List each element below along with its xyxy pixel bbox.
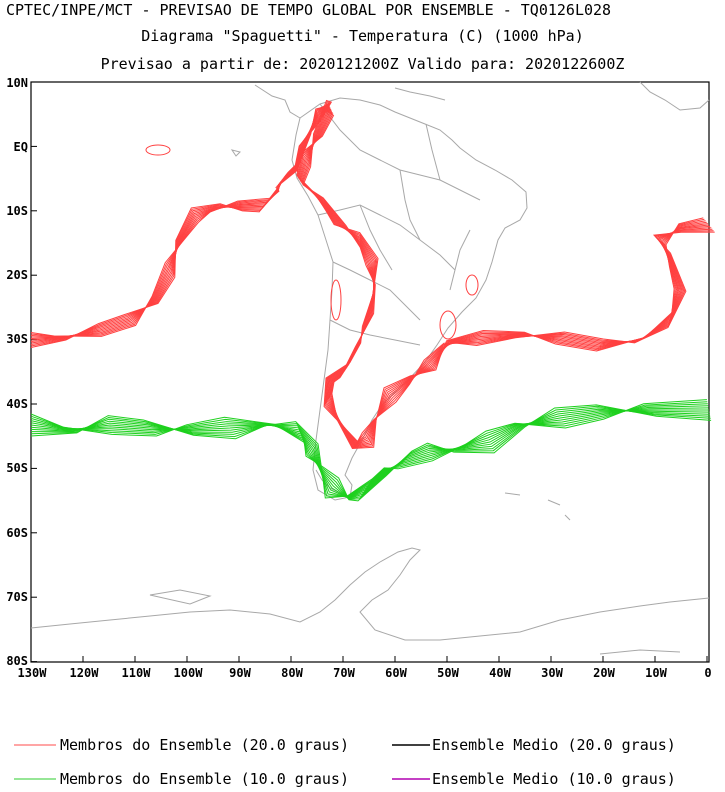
red-member-line <box>30 103 708 447</box>
lat-label: EQ <box>13 140 28 154</box>
coastlines <box>30 81 710 655</box>
lon-label: 0 <box>704 666 712 680</box>
axis-ticks <box>30 81 708 663</box>
lon-label: 120W <box>69 666 99 680</box>
red-member-loop <box>145 144 171 156</box>
green-members <box>30 399 712 502</box>
lon-label: 100W <box>173 666 203 680</box>
title-line-2: Diagrama "Spaguetti" - Temperatura (C) (… <box>141 27 584 45</box>
lon-label: 130W <box>17 666 47 680</box>
lon-label: 80W <box>281 666 303 680</box>
lon-label: 110W <box>121 666 151 680</box>
red-member-loop <box>439 310 457 340</box>
red-members <box>30 99 715 450</box>
red-member-line <box>30 102 707 447</box>
red-member-loop <box>465 274 479 296</box>
title-line-1: CPTEC/INPE/MCT - PREVISAO DE TEMPO GLOBA… <box>6 1 612 19</box>
green-member-line <box>30 399 707 499</box>
red-member-line <box>30 102 706 448</box>
lat-label: 60S <box>6 526 28 540</box>
red-member-loop <box>330 279 342 321</box>
lat-label: 30S <box>6 332 28 346</box>
legend-mean20: Ensemble Medio (20.0 graus) <box>432 736 676 754</box>
lat-label: 70S <box>6 590 28 604</box>
lon-label: 60W <box>385 666 407 680</box>
legend-members20: Membros do Ensemble (20.0 graus) <box>60 736 349 754</box>
lat-label: 20S <box>6 268 28 282</box>
lat-label: 10S <box>6 204 28 218</box>
lat-label: 40S <box>6 397 28 411</box>
lon-label: 90W <box>229 666 251 680</box>
lat-label: 50S <box>6 461 28 475</box>
lon-label: 40W <box>489 666 511 680</box>
red-member-line <box>30 99 704 450</box>
red-member-line <box>30 104 710 446</box>
legend-mean10: Ensemble Medio (10.0 graus) <box>432 770 676 788</box>
lon-label: 70W <box>333 666 355 680</box>
lat-label: 10N <box>6 76 28 90</box>
title-line-3: Previsao a partir de: 2020121200Z Valido… <box>100 55 625 73</box>
map-frame <box>30 81 710 663</box>
legend-members10: Membros do Ensemble (10.0 graus) <box>60 770 349 788</box>
lon-label: 30W <box>541 666 563 680</box>
lat-label: 80S <box>6 654 28 668</box>
lon-label: 50W <box>437 666 459 680</box>
lon-label: 10W <box>645 666 667 680</box>
lon-label: 20W <box>593 666 615 680</box>
